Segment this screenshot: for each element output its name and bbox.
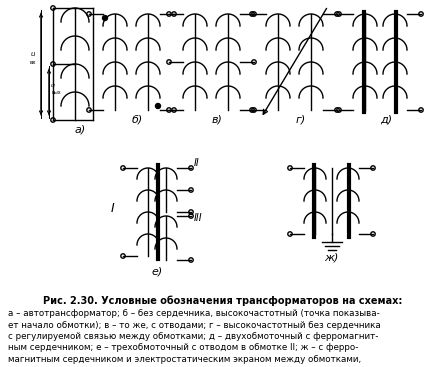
Text: г): г): [295, 114, 306, 124]
Circle shape: [156, 103, 161, 109]
Circle shape: [103, 15, 107, 21]
Text: е): е): [151, 266, 163, 276]
Text: ным сердечником; е – трехобмоточный с отводом в обмотке II; ж – с ферро-: ным сердечником; е – трехобмоточный с от…: [8, 344, 359, 352]
Text: а – автотрансформатор; б – без сердечника, высокочастотный (точка показыва-: а – автотрансформатор; б – без сердечник…: [8, 309, 380, 318]
Text: ж): ж): [324, 252, 339, 262]
Text: u: u: [51, 83, 55, 88]
Text: Рис. 2.30. Условные обозначения трансформаторов на схемах:: Рис. 2.30. Условные обозначения трансфор…: [43, 296, 403, 306]
Text: с регулируемой связью между обмотками; д – двухобмоточный с ферромагнит-: с регулируемой связью между обмотками; д…: [8, 332, 378, 341]
Text: u: u: [31, 51, 35, 57]
Text: ет начало обмотки); в – то же, с отводами; г – высокочастотный без сердечника: ет начало обмотки); в – то же, с отводам…: [8, 320, 381, 330]
Text: а): а): [74, 124, 86, 134]
Text: д): д): [380, 114, 392, 124]
Text: вх: вх: [30, 60, 36, 65]
Text: III: III: [194, 213, 202, 223]
Text: магнитным сердечником и электростатическим экраном между обмотками,: магнитным сердечником и электростатическ…: [8, 355, 361, 364]
Text: б): б): [132, 114, 143, 124]
Text: I: I: [111, 202, 115, 215]
Text: II: II: [194, 158, 200, 168]
Text: в): в): [212, 114, 223, 124]
Text: вых: вых: [51, 90, 61, 95]
